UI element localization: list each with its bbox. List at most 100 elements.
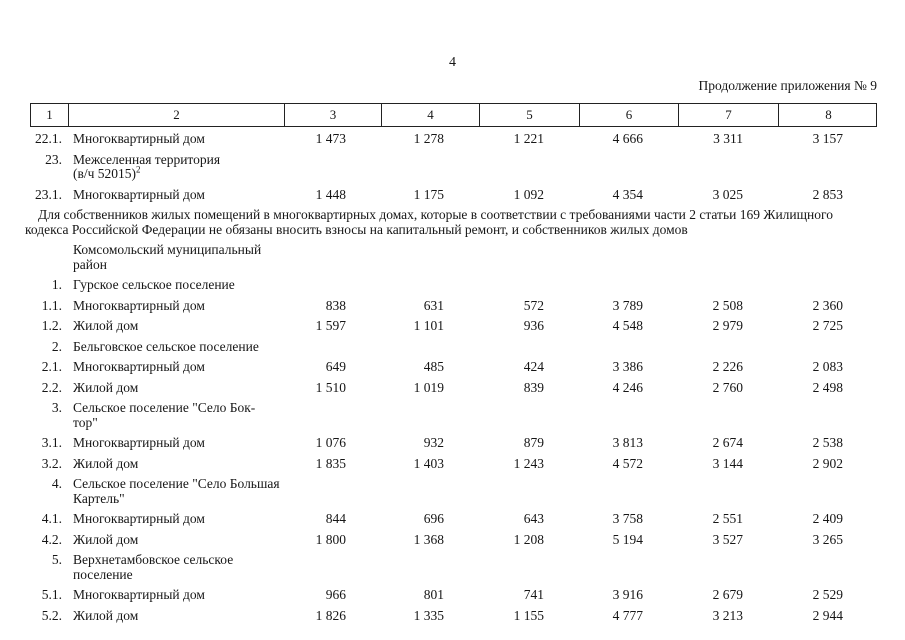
row-value: 1 510 <box>315 379 346 395</box>
row-value: 2 674 <box>712 435 743 450</box>
table-row: 22.1. Многоквартирный дом 1 473 1 278 1 221 4… <box>30 131 905 147</box>
table-row: 23.1. Многоквартирный дом 1 448 1 175 1 092 4… <box>30 186 905 203</box>
table-row: Комсомольский муниципальный район <box>30 242 905 272</box>
table-row: 3.1. Многоквартирный дом 1 076 932 879 3 813 2… <box>30 435 905 451</box>
row-value: 1 826 <box>315 607 346 623</box>
row-number: 4.1. <box>41 511 62 526</box>
row-value: 3 144 <box>712 455 743 471</box>
row-value: 1 473 <box>315 131 346 146</box>
table-row: 1. Гурское сельское поселение <box>30 277 905 293</box>
row-name: Многоквартирный дом <box>73 131 205 146</box>
row-value: 3 789 <box>612 297 643 313</box>
column-number-cell: 5 <box>479 104 579 126</box>
column-number-cell: 3 <box>284 104 381 126</box>
row-name: Сельское поселение "Село Бок-тор" <box>73 400 256 430</box>
row-value: 3 213 <box>712 607 743 623</box>
row-value: 2 498 <box>812 379 843 395</box>
row-value: 2 979 <box>712 318 743 333</box>
row-number: 23. <box>45 151 62 167</box>
row-number: 1.2. <box>41 318 62 333</box>
row-value: 4 246 <box>612 379 643 395</box>
page-number: 4 <box>449 55 456 70</box>
row-value: 1 155 <box>513 607 544 623</box>
table-row: 2.2. Жилой дом 1 510 1 019 839 4 246 2 760 2 49… <box>30 379 905 396</box>
row-value: 1 278 <box>413 131 444 146</box>
row-value: 936 <box>523 318 544 333</box>
row-number: 1. <box>51 277 62 292</box>
row-value: 4 354 <box>612 186 643 202</box>
appendix-continuation-label: Продолжение приложения № 9 <box>698 78 877 93</box>
table-row: 4. Сельское поселение "Село Большая Карте… <box>30 476 905 506</box>
row-value: 2 529 <box>812 587 843 602</box>
row-name: Многоквартирный дом <box>73 359 205 374</box>
row-number: 2.2. <box>41 379 62 395</box>
row-value: 485 <box>423 359 444 374</box>
column-number-cell: 4 <box>381 104 479 126</box>
row-value: 5 194 <box>612 531 643 547</box>
row-value: 1 403 <box>413 455 444 471</box>
row-value: 1 448 <box>315 186 346 202</box>
row-value: 932 <box>423 435 444 450</box>
row-number: 22.1. <box>35 131 62 146</box>
row-value: 838 <box>325 297 346 313</box>
row-number <box>30 243 67 272</box>
footnote-marker: 2 <box>136 164 141 175</box>
row-name: Межселенная территория (в/ч 52015)2 <box>67 152 280 182</box>
row-value: 2 944 <box>812 607 843 623</box>
row-name: Многоквартирный дом <box>73 297 205 313</box>
table-row: 2.1. Многоквартирный дом 649 485 424 3 386 2 2… <box>30 359 905 375</box>
row-value: 3 025 <box>712 186 743 202</box>
row-name: Жилой дом <box>73 379 139 395</box>
row-value: 1 101 <box>413 318 444 333</box>
row-value: 4 548 <box>612 318 643 333</box>
row-value: 2 853 <box>812 186 843 202</box>
row-value: 2 083 <box>812 359 843 374</box>
row-value: 2 538 <box>812 435 843 450</box>
table-row: 23. Межселенная территория (в/ч 52015)2 <box>30 151 905 182</box>
row-value: 3 527 <box>712 531 743 547</box>
row-value: 2 551 <box>712 511 743 526</box>
row-value: 3 157 <box>812 131 843 146</box>
row-name: Верхнетамбовское сельское поселение <box>73 552 234 582</box>
table-row: 1.2. Жилой дом 1 597 1 101 936 4 548 2 979 2 72… <box>30 318 905 334</box>
column-number-cell: 2 <box>68 104 284 126</box>
row-value: 839 <box>523 379 544 395</box>
row-value: 966 <box>325 587 346 602</box>
row-name: Многоквартирный дом <box>73 587 205 602</box>
row-name: Жилой дом <box>73 318 139 333</box>
row-name: Жилой дом <box>73 607 139 623</box>
row-number: 4.2. <box>41 531 62 547</box>
row-value: 2 508 <box>712 297 743 313</box>
row-name: Гурское сельское поселение <box>73 277 235 292</box>
row-number: 3.2. <box>41 455 62 471</box>
column-number-cell: 1 <box>46 107 53 122</box>
row-value: 1 019 <box>413 379 444 395</box>
row-value: 2 226 <box>712 359 743 374</box>
row-value: 696 <box>423 511 444 526</box>
row-name: Жилой дом <box>73 531 139 547</box>
row-value: 3 813 <box>612 435 643 450</box>
row-value: 1 597 <box>315 318 346 333</box>
row-number: 5.2. <box>41 607 62 623</box>
row-value: 1 368 <box>413 531 444 547</box>
row-value: 3 311 <box>713 131 743 146</box>
row-value: 801 <box>423 587 444 602</box>
table-row: 3. Сельское поселение "Село Бок-тор" <box>30 400 905 430</box>
table-row: 5.2. Жилой дом 1 826 1 335 1 155 4 777 3 213 2 … <box>30 607 905 624</box>
table-row: 2. Бельговское сельское поселение <box>30 339 905 355</box>
row-value: 572 <box>523 297 544 313</box>
row-value: 1 243 <box>513 455 544 471</box>
row-name: Жилой дом <box>73 455 139 471</box>
row-name: Многоквартирный дом <box>73 435 205 450</box>
row-value: 3 386 <box>612 359 643 374</box>
row-value: 3 758 <box>612 511 643 526</box>
row-value: 1 835 <box>315 455 346 471</box>
row-value: 3 265 <box>812 531 843 547</box>
row-value: 1 092 <box>513 186 544 202</box>
row-value: 741 <box>523 587 544 602</box>
row-value: 2 760 <box>712 379 743 395</box>
column-number-cell: 8 <box>778 104 878 126</box>
row-value: 3 916 <box>612 587 643 602</box>
